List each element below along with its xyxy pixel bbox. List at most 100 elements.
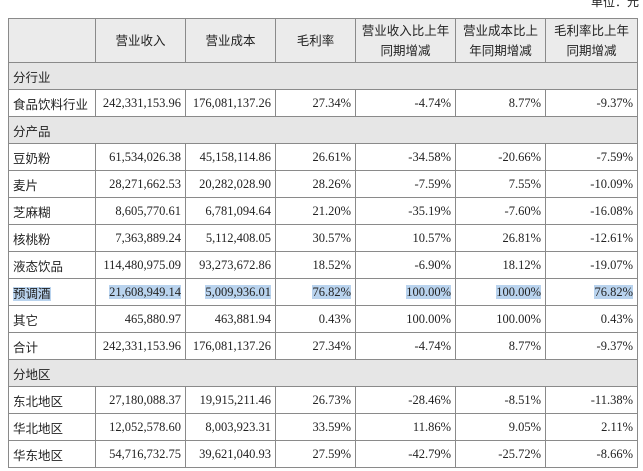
value-cell: 54,716,732.75 — [95, 440, 186, 468]
cell-text: 27.59% — [312, 446, 351, 461]
cell-text: 5,009,936.01 — [205, 284, 271, 299]
value-cell: 0.43% — [545, 305, 638, 333]
cell-text: 麦片 — [13, 178, 39, 193]
cell-text: 28,271,662.53 — [109, 176, 181, 191]
value-cell: -25.72% — [455, 440, 546, 468]
value-cell: -8.51% — [455, 386, 546, 414]
value-cell: 465,880.97 — [95, 305, 186, 333]
cell-text: 5,112,408.05 — [205, 230, 271, 245]
cell-text: -25.72% — [498, 446, 541, 461]
value-cell: 19,915,211.46 — [185, 386, 276, 414]
value-cell: 28.26% — [275, 170, 356, 198]
row-label: 分行业 — [8, 62, 638, 90]
value-cell: 2.11% — [545, 413, 638, 441]
value-cell: 6,781,094.64 — [185, 197, 276, 225]
cell-text: 8,003,923.31 — [205, 419, 271, 434]
value-cell: 8.77% — [455, 89, 546, 117]
cell-text: 2.11% — [601, 419, 633, 434]
data-row: 华东地区 54,716,732.75 39,621,040.93 27.59% -42.… — [8, 440, 638, 468]
data-row: 核桃粉 7,363,889.24 5,112,408.05 30.57% 10.57% 2… — [8, 224, 638, 252]
value-cell: 100.00% — [355, 278, 456, 306]
value-cell: -28.46% — [355, 386, 456, 414]
value-cell: 242,331,153.96 — [95, 89, 186, 117]
cell-text: -4.74% — [414, 338, 451, 353]
cell-text: 114,480,975.09 — [103, 257, 181, 272]
cell-text: -4.74% — [414, 95, 451, 110]
row-label: 豆奶粉 — [8, 143, 96, 171]
data-row: 液态饮品 114,480,975.09 93,273,672.86 18.52% -6.… — [8, 251, 638, 279]
cell-text: 预调酒 — [13, 286, 51, 301]
cell-text: 核桃粉 — [13, 232, 51, 247]
unit-label: 单位：元 — [590, 0, 639, 9]
value-cell: 11.86% — [355, 413, 456, 441]
value-cell: -7.60% — [455, 197, 546, 225]
cell-text: 华北地区 — [13, 421, 64, 436]
cell-text: -7.60% — [504, 203, 541, 218]
cell-text: 21.20% — [312, 203, 351, 218]
cell-text: 其它 — [13, 313, 39, 328]
value-cell: 39,621,040.93 — [185, 440, 276, 468]
cell-text: -19.07% — [590, 257, 633, 272]
cell-text: 93,273,672.86 — [199, 257, 271, 272]
cell-text: -20.66% — [498, 149, 541, 164]
value-cell: 30.57% — [275, 224, 356, 252]
cell-text: 食品饮料行业 — [13, 97, 89, 112]
value-cell: -35.19% — [355, 197, 456, 225]
row-label: 芝麻糊 — [8, 197, 96, 225]
section-row: 分产品 — [8, 116, 638, 144]
cell-text: 豆奶粉 — [13, 151, 51, 166]
row-label: 核桃粉 — [8, 224, 96, 252]
value-cell: 0.43% — [275, 305, 356, 333]
cell-text: 0.43% — [600, 311, 633, 326]
row-label: 分产品 — [8, 116, 638, 144]
header-cell: 营业成本比上年同期增减 — [455, 18, 546, 63]
cell-text: 6,781,094.64 — [205, 203, 271, 218]
cell-text: 华东地区 — [13, 448, 64, 463]
cell-text: 8.77% — [508, 95, 541, 110]
cell-text: -28.46% — [408, 392, 451, 407]
cell-text: 26.61% — [312, 149, 351, 164]
value-cell: 26.73% — [275, 386, 356, 414]
header-cell: 毛利率比上年同期增减 — [545, 18, 638, 63]
cell-text: 19,915,211.46 — [199, 392, 271, 407]
value-cell: 28,271,662.53 — [95, 170, 186, 198]
table-body: 分行业食品饮料行业 242,331,153.96 176,081,137.26 27.… — [8, 62, 638, 468]
value-cell: -7.59% — [355, 170, 456, 198]
cell-text: 芝麻糊 — [13, 205, 51, 220]
value-cell: 76.82% — [275, 278, 356, 306]
value-cell: 463,881.94 — [185, 305, 276, 333]
header-cell: 毛利率 — [275, 18, 356, 63]
row-label: 其它 — [8, 305, 96, 333]
value-cell: 61,534,026.38 — [95, 143, 186, 171]
value-cell: 8.77% — [455, 332, 546, 360]
value-cell: 21,608,949.14 — [95, 278, 186, 306]
row-label: 食品饮料行业 — [8, 89, 96, 117]
cell-text: 30.57% — [312, 230, 351, 245]
value-cell: 18.52% — [275, 251, 356, 279]
cell-text: 100.00% — [406, 311, 451, 326]
cell-text: 176,081,137.26 — [192, 338, 271, 353]
value-cell: -6.90% — [355, 251, 456, 279]
value-cell: 100.00% — [455, 278, 546, 306]
cell-text: -11.38% — [590, 392, 633, 407]
value-cell: 10.57% — [355, 224, 456, 252]
data-row: 东北地区 27,180,088.37 19,915,211.46 26.73% -28.… — [8, 386, 638, 414]
value-cell: -9.37% — [545, 332, 638, 360]
value-cell: 7.55% — [455, 170, 546, 198]
value-cell: 18.12% — [455, 251, 546, 279]
cell-text: 61,534,026.38 — [109, 149, 181, 164]
cell-text: 东北地区 — [13, 394, 64, 409]
header-cell: 营业收入 — [95, 18, 186, 63]
cell-text: -10.09% — [590, 176, 633, 191]
value-cell: 93,273,672.86 — [185, 251, 276, 279]
value-cell: 8,003,923.31 — [185, 413, 276, 441]
cell-text: -16.08% — [590, 203, 633, 218]
value-cell: -12.61% — [545, 224, 638, 252]
value-cell: 26.81% — [455, 224, 546, 252]
data-row: 预调酒 21,608,949.14 5,009,936.01 76.82% 100.00… — [8, 278, 638, 306]
header-cell: 营业收入比上年同期增减 — [355, 18, 456, 63]
data-row: 麦片 28,271,662.53 20,282,028.90 28.26% -7.59%… — [8, 170, 638, 198]
cell-text: 8.77% — [508, 338, 541, 353]
cell-text: 463,881.94 — [214, 311, 271, 326]
value-cell: 8,605,770.61 — [95, 197, 186, 225]
